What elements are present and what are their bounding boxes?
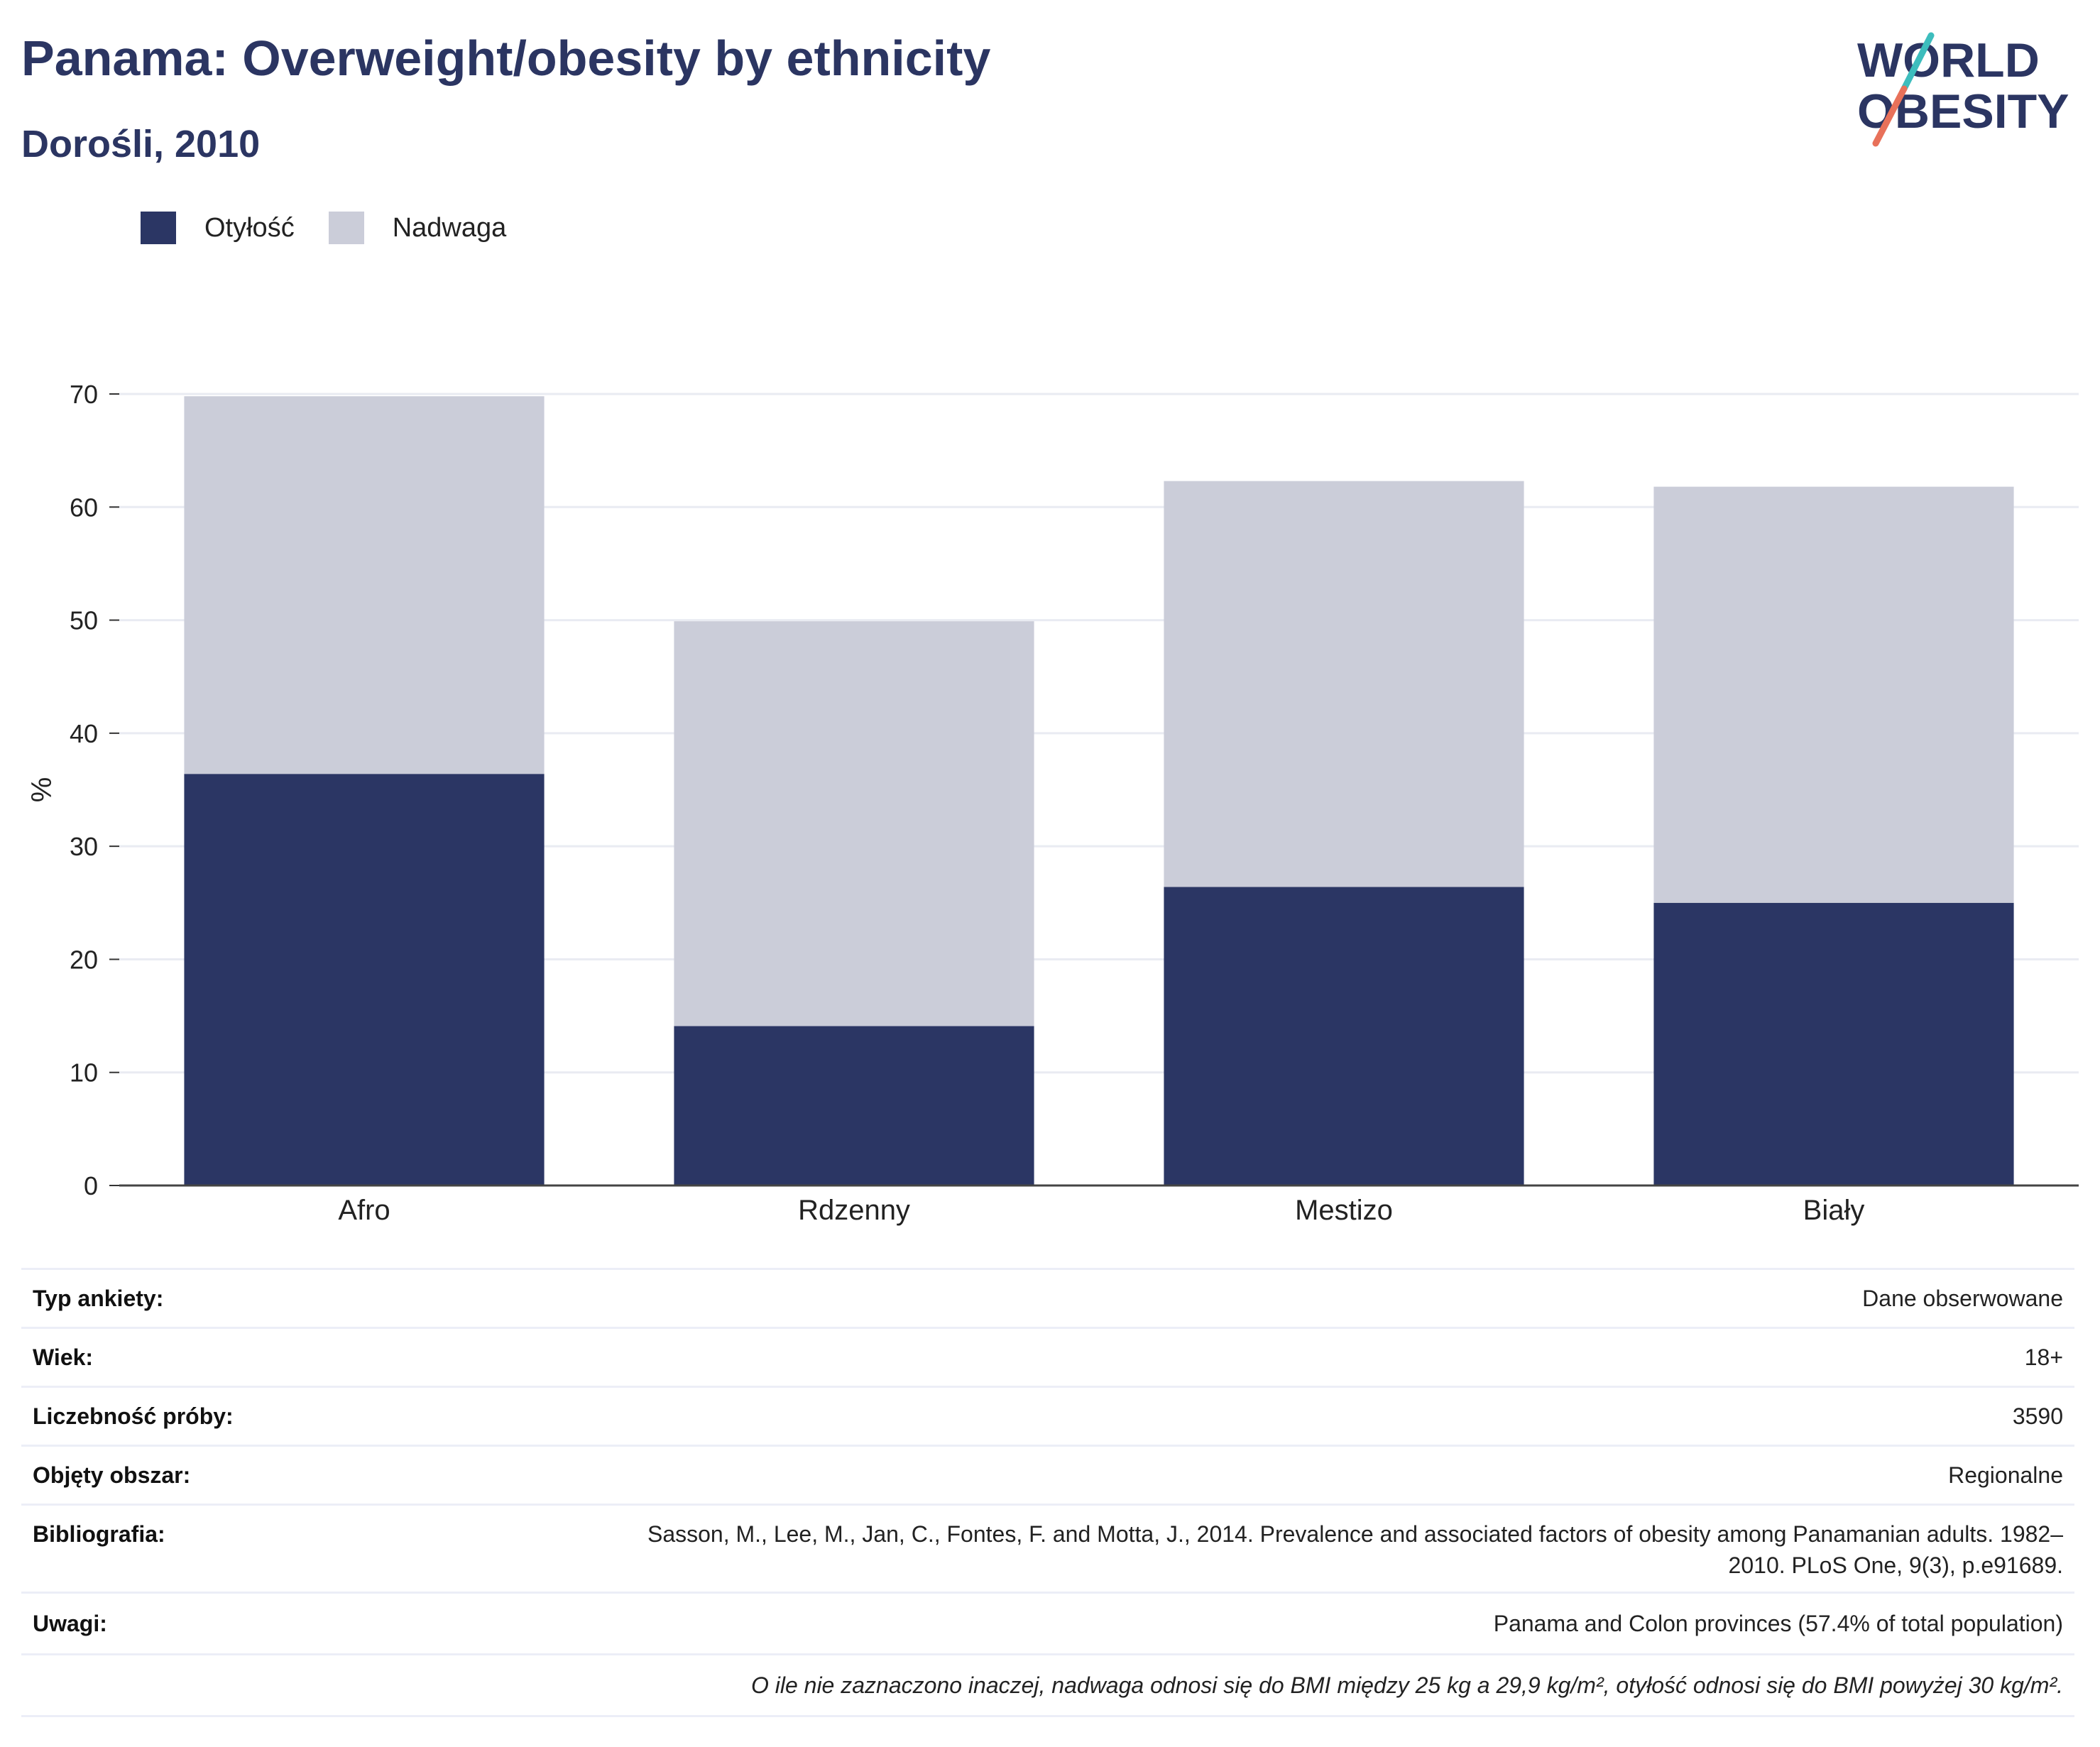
meta-row-notes: Uwagi: Panama and Colon provinces (57.4%… (21, 1592, 2074, 1653)
bar-obesity-2 (1164, 887, 1524, 1185)
meta-row-footnote: O ile nie zaznaczono inaczej, nadwaga od… (21, 1653, 2074, 1717)
y-tick-label: 30 (70, 832, 98, 861)
x-tick-label: Rdzenny (798, 1195, 910, 1226)
legend-item-obesity[interactable]: Otyłość (141, 212, 295, 244)
bar-obesity-0 (184, 774, 545, 1185)
x-tick-label: Afro (338, 1195, 390, 1226)
stacked-bar-chart: 0 10 20 30 40 50 60 70% Afro Rdzenny Mestizo Biały (26, 380, 2079, 1226)
legend-item-overweight[interactable]: Nadwaga (328, 212, 507, 244)
legend-label-overweight: Nadwaga (392, 212, 507, 243)
meta-row-survey-type: Typ ankiety: Dane obserwowane (21, 1268, 2074, 1327)
bar-obesity-3 (1653, 902, 2014, 1185)
chart-subtitle: Dorośli, 2010 (21, 123, 261, 165)
meta-value: Dane obserwowane (1862, 1286, 2063, 1311)
footnote: O ile nie zaznaczono inaczej, nadwaga od… (750, 1672, 2063, 1698)
meta-row-sample-size: Liczebność próby: 3590 (21, 1386, 2074, 1445)
y-tick-label: 60 (70, 493, 98, 522)
meta-key: Typ ankiety: (33, 1286, 164, 1311)
svg-text:WORLD: WORLD (1857, 33, 2040, 87)
metadata-table: Typ ankiety: Dane obserwowane Wiek: 18+ … (21, 1268, 2074, 1717)
meta-key: Uwagi: (33, 1611, 107, 1636)
y-tick-label: 70 (70, 380, 98, 409)
bar-overweight-3 (1653, 486, 2014, 903)
meta-value: 3590 (2012, 1403, 2063, 1429)
bar-overweight-1 (674, 621, 1034, 1026)
y-tick-label: 10 (70, 1058, 98, 1088)
chart-title: Panama: Overweight/obesity by ethnicity (21, 31, 991, 86)
y-tick-label: 0 (84, 1171, 98, 1200)
bar-obesity-1 (674, 1026, 1034, 1185)
legend-swatch-obesity (141, 212, 176, 244)
world-obesity-logo: WORLD OBESITY (1857, 32, 2069, 147)
legend-label-obesity: Otyłość (204, 212, 295, 243)
meta-value: Sasson, M., Lee, M., Jan, C., Fontes, F.… (647, 1521, 2063, 1578)
meta-key: Objęty obszar: (33, 1462, 191, 1488)
meta-row-area: Objęty obszar: Regionalne (21, 1445, 2074, 1504)
meta-value: Regionalne (1948, 1462, 2063, 1488)
chart-legend: Otyłość Nadwaga (141, 212, 540, 244)
y-tick-label: 50 (70, 606, 98, 635)
bar-overweight-0 (184, 396, 545, 774)
meta-row-bibliography: Bibliografia: Sasson, M., Lee, M., Jan, … (21, 1504, 2074, 1592)
meta-value: Panama and Colon provinces (57.4% of tot… (1493, 1611, 2063, 1636)
meta-key: Wiek: (33, 1345, 94, 1370)
y-tick-label: 40 (70, 719, 98, 748)
x-tick-label: Mestizo (1295, 1195, 1393, 1226)
meta-key: Liczebność próby: (33, 1403, 234, 1429)
legend-swatch-overweight (328, 212, 364, 244)
y-tick-label: 20 (70, 945, 98, 974)
bar-overweight-2 (1164, 481, 1524, 887)
meta-key: Bibliografia: (33, 1521, 165, 1547)
meta-row-age: Wiek: 18+ (21, 1327, 2074, 1386)
meta-value: 18+ (2024, 1345, 2063, 1370)
x-tick-label: Biały (1803, 1195, 1865, 1226)
y-axis-label: % (26, 777, 58, 803)
